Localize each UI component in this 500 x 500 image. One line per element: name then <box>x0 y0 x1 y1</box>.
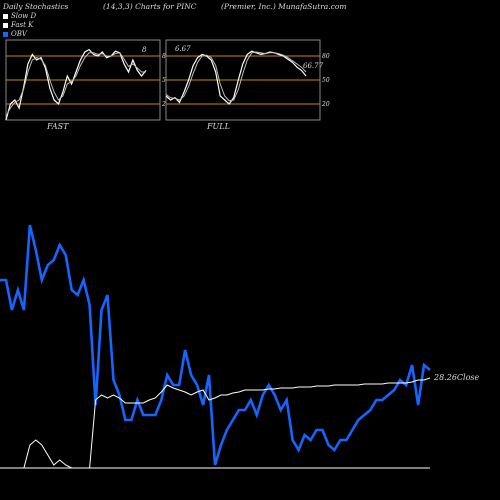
legend-slow-d-swatch <box>3 13 8 19</box>
fast-y-tick-20: 20 <box>161 101 170 108</box>
fast-panel-label: FAST <box>47 122 69 131</box>
full-series-line-0 <box>165 50 307 105</box>
fast-series-line-0 <box>5 48 147 121</box>
full-y-tick-50: 50 <box>322 77 330 84</box>
fast-last-value-label: 8 <box>142 46 147 54</box>
legend-fast-k-label: Fast K <box>11 21 34 29</box>
legend-obv-label: OBV <box>11 30 27 38</box>
full-end-value-label: 66.77 <box>303 62 324 70</box>
legend-fast-k-swatch <box>3 22 8 28</box>
legend-obv: OBV <box>3 30 27 38</box>
header-chart-symbol: (14,3,3) Charts for PINC <box>103 2 197 11</box>
header-company-source: (Premier, Inc.) MunafaSutra.com <box>221 2 347 11</box>
header-title: Daily Stochastics <box>3 2 69 11</box>
main-series-line-slow-d <box>0 377 431 469</box>
full-series-line-1 <box>165 51 307 102</box>
full-panel-label: FULL <box>207 122 230 131</box>
full-y-tick-20: 20 <box>321 101 330 108</box>
full-start-value-label: 6.67 <box>175 45 191 53</box>
full-y-tick-80: 80 <box>322 53 330 60</box>
fast-series-line-1 <box>5 52 146 117</box>
legend-slow-d: Slow D <box>3 12 36 20</box>
legend-fast-k: Fast K <box>3 21 33 29</box>
legend-obv-swatch <box>3 31 8 37</box>
legend-slow-d-label: Slow D <box>11 12 37 20</box>
main-series-line-obv <box>0 224 431 466</box>
close-end-value-label: 28.26Close <box>433 373 480 382</box>
